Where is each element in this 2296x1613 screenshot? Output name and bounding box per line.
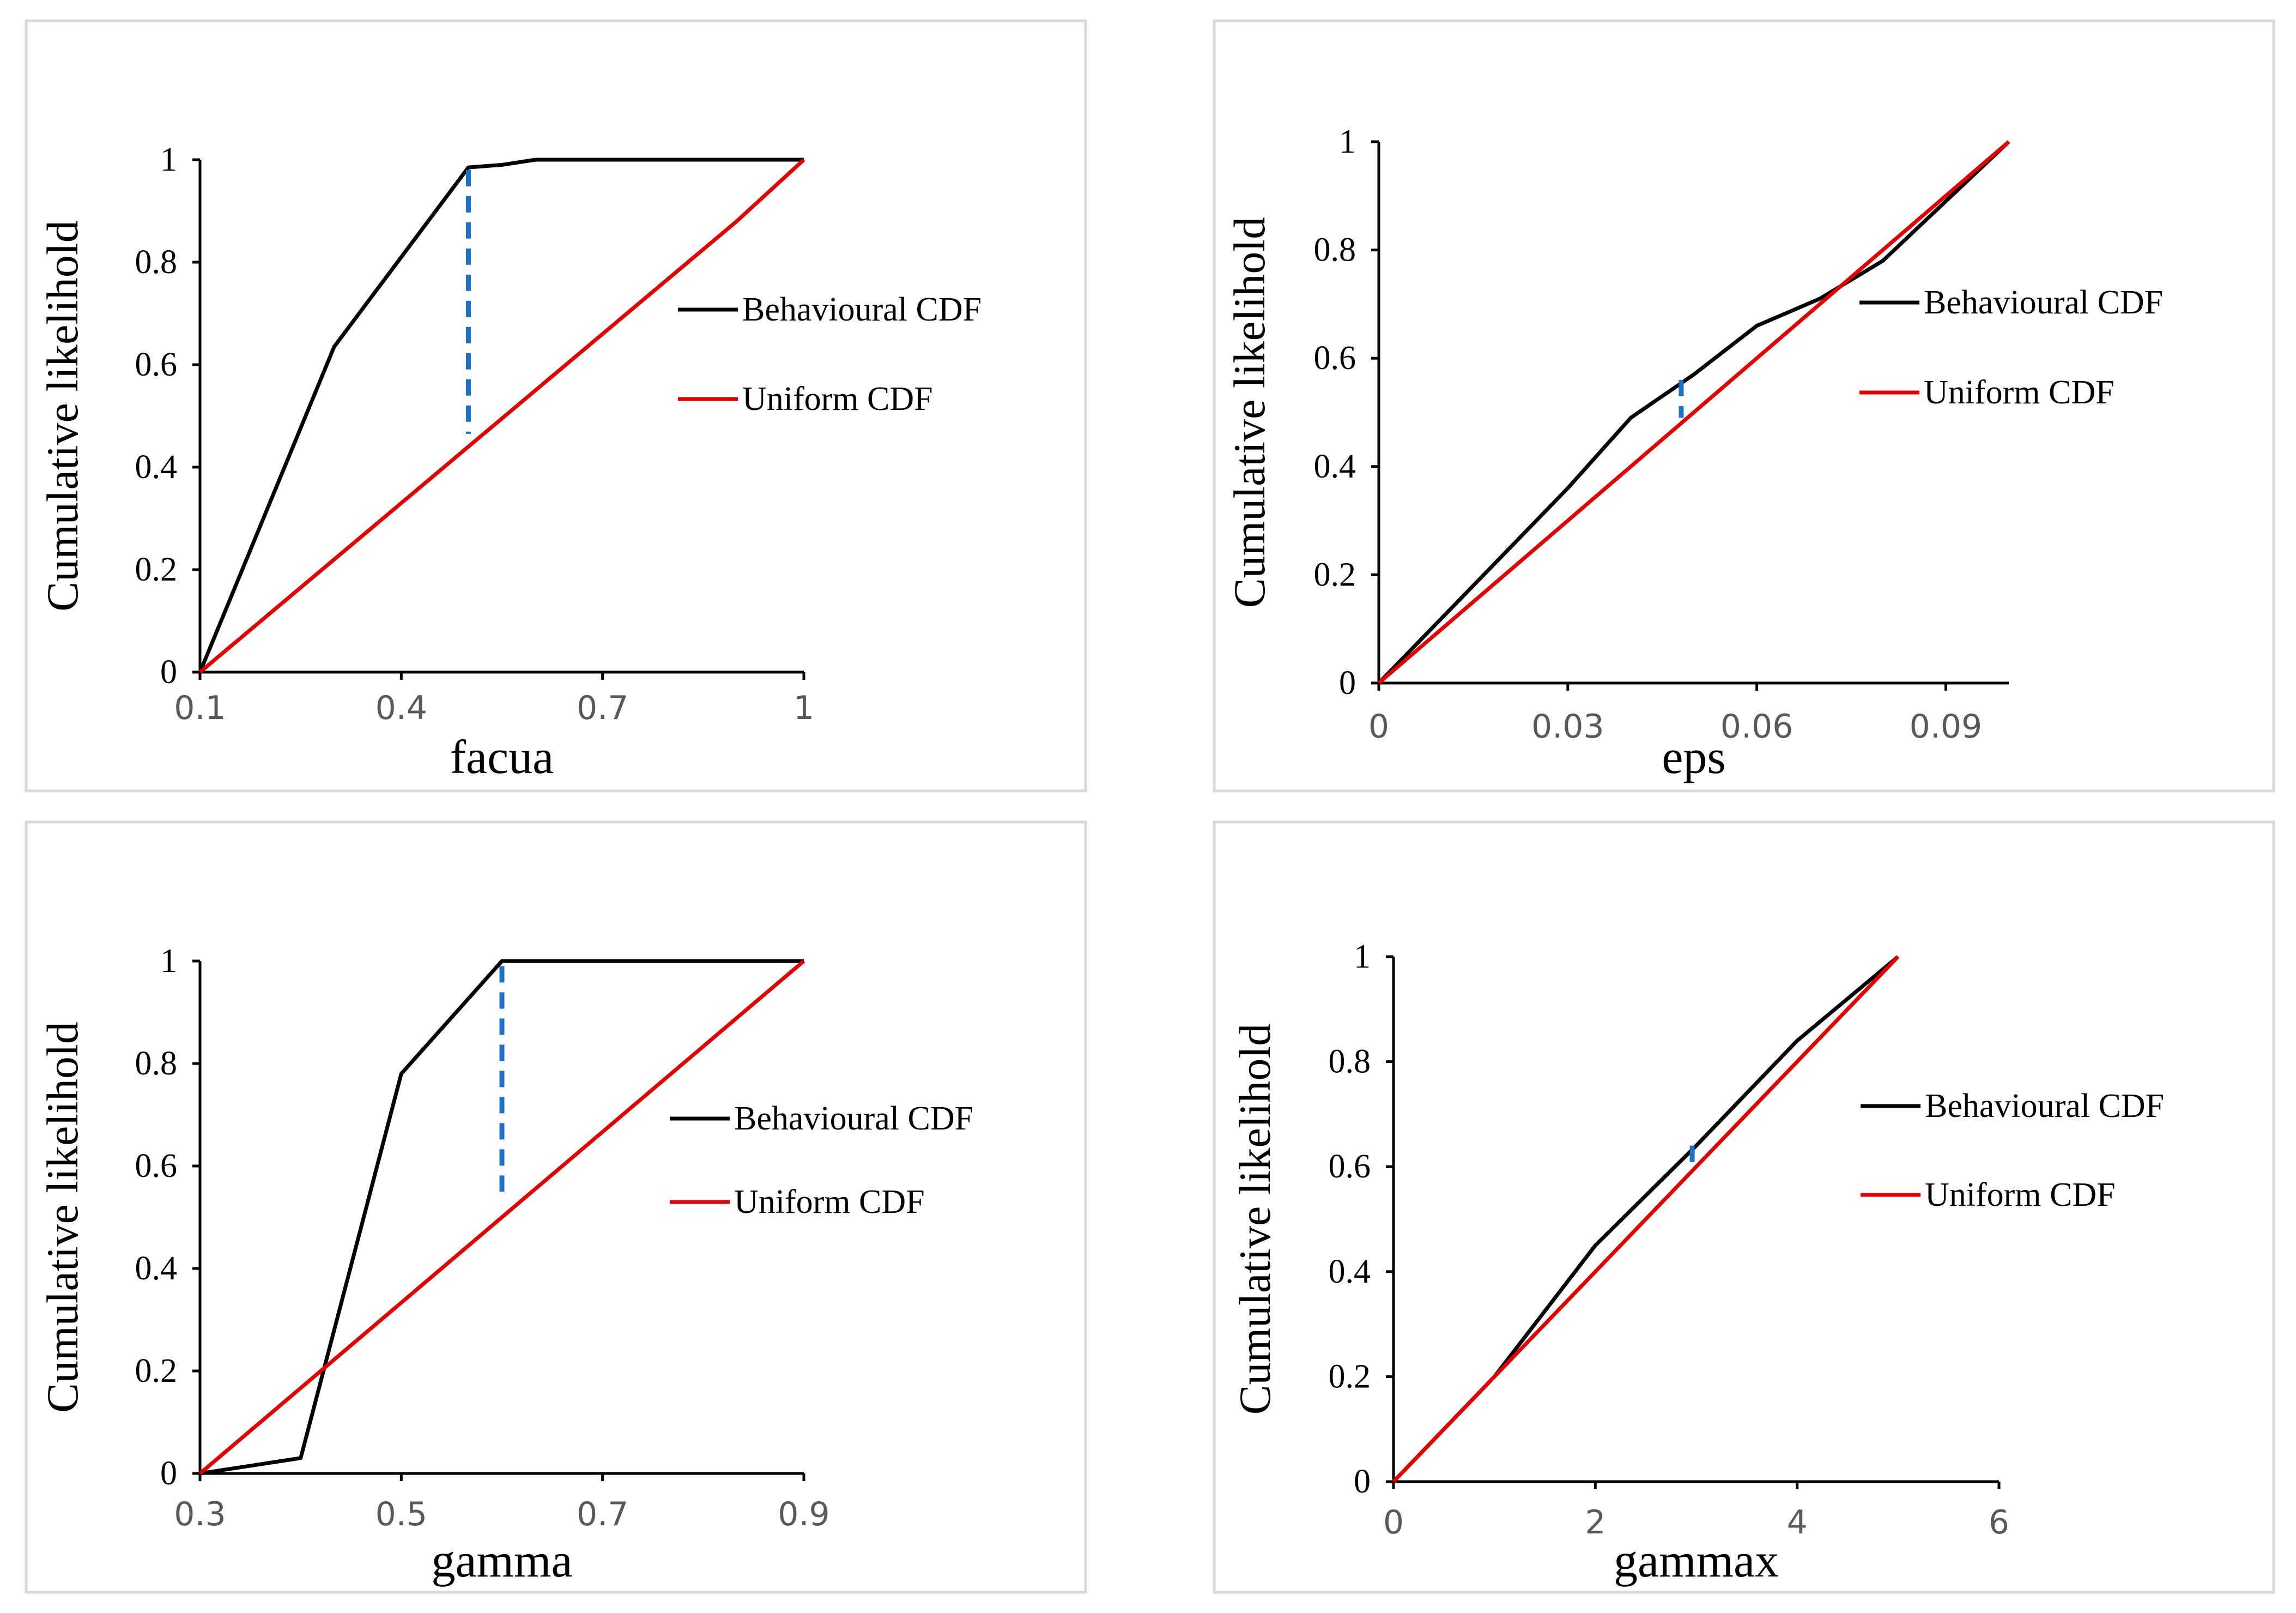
y-tick-label: 0.4 [135, 1250, 178, 1287]
x-tick-label: 0.3 [174, 1495, 226, 1533]
x-axis-title: gammax [1614, 1535, 1779, 1587]
behavioural-cdf-line [199, 959, 804, 1476]
x-tick-label: 0.06 [1721, 708, 1794, 746]
y-tick-label: 0 [160, 654, 177, 691]
x-tick-label: 0 [1383, 1503, 1404, 1542]
y-axis-title: Cumulative likelihold [38, 1022, 87, 1412]
y-tick-label: 1 [160, 943, 177, 980]
x-tick-label: 0.7 [577, 1495, 628, 1533]
y-tick-label: 0.8 [135, 244, 178, 281]
chart-eps: 0 0.2 0.4 0.6 0.8 1 0 0.03 0.06 0.09 Cumulative li… [1225, 123, 2163, 784]
y-tick-label: 0.8 [1314, 232, 1356, 269]
x-tick-label: 0.4 [375, 689, 427, 727]
legend-label-behavioural: Behavioural CDF [1925, 1088, 2164, 1125]
uniform-cdf-line [1377, 140, 2010, 685]
y-axis-title: Cumulative likelihold [38, 220, 87, 611]
uniform-cdf-line [1392, 955, 1900, 1483]
legend-label-uniform: Uniform CDF [742, 380, 933, 418]
legend-label-uniform: Uniform CDF [1925, 1176, 2116, 1213]
uniform-cdf-line [198, 158, 805, 674]
legend-label-behavioural: Behavioural CDF [1924, 284, 2163, 321]
panel-frame-eps [1213, 19, 2275, 793]
y-tick-label: 0.8 [1329, 1043, 1371, 1080]
x-tick-label: 0.03 [1531, 708, 1604, 746]
x-tick-label: 1 [793, 689, 814, 727]
y-tick-label: 0.4 [135, 449, 178, 486]
y-tick-label: 0.6 [1329, 1148, 1371, 1185]
y-tick-label: 1 [1339, 123, 1356, 160]
y-tick-label: 0.6 [1314, 340, 1356, 377]
y-tick-label: 0.6 [135, 1147, 178, 1185]
y-tick-label: 0 [1354, 1463, 1371, 1500]
x-tick-label: 2 [1585, 1503, 1606, 1542]
x-axis-title: facua [450, 731, 554, 784]
chart-gamma: 0 0.2 0.4 0.6 0.8 1 0.3 0.5 0.7 0.9 Cumulative lik… [38, 943, 973, 1587]
y-tick-label: 0 [1339, 664, 1356, 702]
x-tick-label: 0.1 [174, 689, 226, 727]
uniform-cdf-line [198, 959, 805, 1475]
x-axis-title: eps [1662, 731, 1725, 784]
legend-label-uniform: Uniform CDF [1924, 374, 2115, 411]
legend-label-behavioural: Behavioural CDF [742, 291, 982, 328]
x-axis-title: gamma [431, 1535, 572, 1587]
behavioural-cdf-line [198, 158, 804, 673]
y-tick-label: 0.4 [1329, 1253, 1371, 1290]
y-tick-label: 0.2 [1314, 556, 1356, 593]
y-axis-title: Cumulative likelihold [1225, 217, 1274, 608]
y-tick-label: 0.6 [135, 346, 178, 383]
behavioural-cdf-line [1377, 140, 2010, 685]
legend-label-uniform: Uniform CDF [734, 1183, 925, 1221]
y-tick-label: 0.2 [135, 551, 178, 588]
panel-frame-gamma [25, 820, 1087, 1594]
x-tick-label: 6 [1989, 1503, 2009, 1542]
chart-facua: 0 0.2 0.4 0.6 0.8 1 0.1 0.4 0.7 1 Cumulative likel… [38, 141, 982, 784]
legend-label-behavioural: Behavioural CDF [734, 1100, 973, 1137]
x-tick-label: 0.7 [577, 689, 628, 727]
x-tick-label: 0.09 [1910, 708, 1983, 746]
x-tick-label: 0 [1368, 708, 1389, 746]
y-axis-title: Cumulative likelihold [1230, 1024, 1280, 1415]
x-tick-label: 0.9 [778, 1495, 829, 1533]
x-tick-label: 4 [1787, 1503, 1808, 1542]
chart-gammax: 0 0.2 0.4 0.6 0.8 1 0 2 4 6 Cumulative likelihold g… [1230, 938, 2164, 1587]
charts-layer: 0 0.2 0.4 0.6 0.8 1 0.1 0.4 0.7 1 Cumulative likel… [38, 123, 2164, 1587]
y-tick-label: 0.2 [135, 1352, 178, 1390]
y-tick-label: 1 [1354, 938, 1371, 975]
panel-frame-gammax [1213, 820, 2275, 1594]
y-tick-label: 1 [160, 141, 177, 178]
y-tick-label: 0.2 [1329, 1358, 1371, 1395]
y-tick-label: 0.8 [135, 1045, 178, 1082]
y-tick-label: 0 [160, 1455, 177, 1492]
y-tick-label: 0.4 [1314, 448, 1356, 485]
x-tick-label: 0.5 [375, 1495, 427, 1533]
